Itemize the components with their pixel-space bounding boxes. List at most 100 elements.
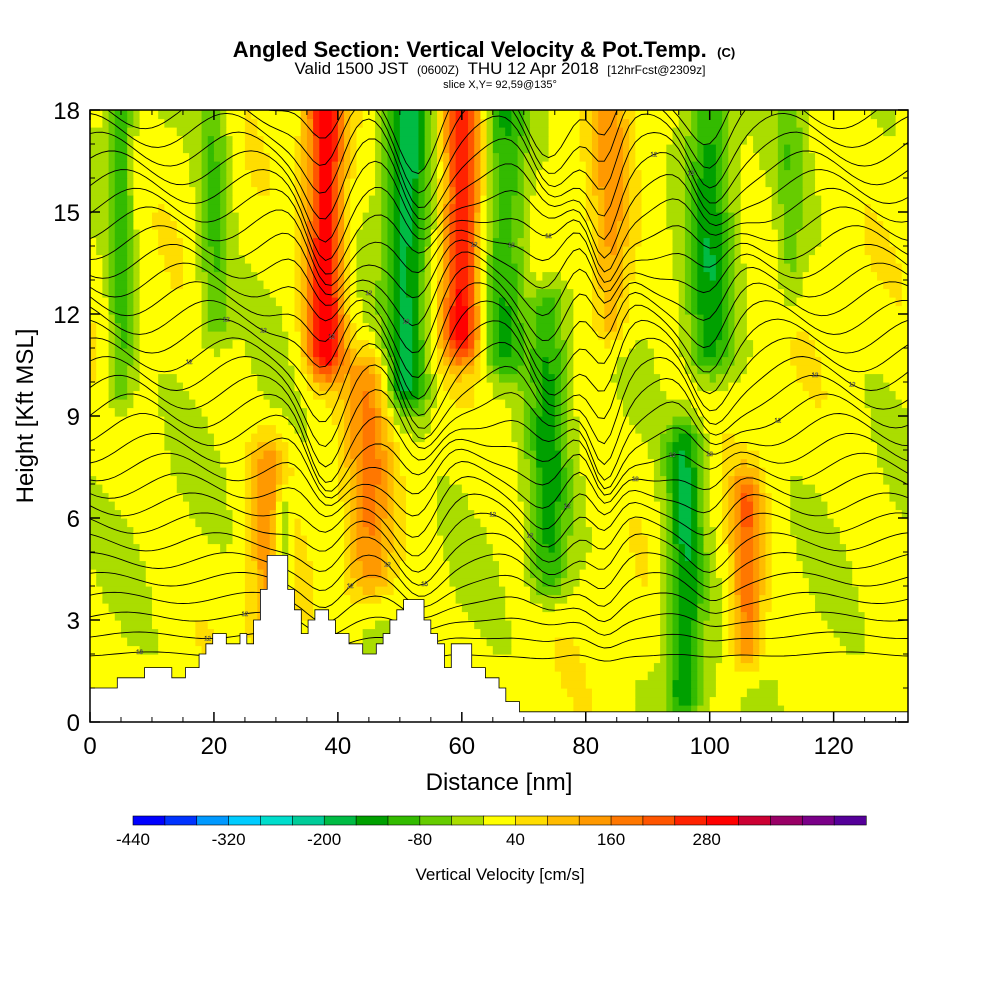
velocity-cell (269, 518, 277, 528)
velocity-cell (852, 569, 908, 579)
velocity-cell (220, 637, 252, 647)
velocity-cell (139, 339, 203, 349)
velocity-cell (393, 433, 413, 443)
velocity-cell (430, 305, 438, 315)
velocity-cell (195, 620, 209, 630)
velocity-cell (678, 543, 686, 553)
velocity-cell (715, 203, 723, 213)
velocity-cell (418, 373, 426, 383)
velocity-cell (703, 509, 711, 519)
velocity-cell (536, 424, 556, 434)
velocity-cell (201, 135, 209, 145)
velocity-cell (313, 127, 320, 137)
velocity-cell (393, 212, 401, 222)
velocity-cell (368, 322, 382, 332)
velocity-cell (715, 662, 736, 672)
velocity-cell (480, 178, 488, 188)
velocity-cell (678, 467, 692, 477)
velocity-cell (753, 611, 760, 621)
velocity-cell (672, 518, 680, 528)
velocity-cell (207, 314, 227, 324)
velocity-cell (418, 339, 426, 349)
velocity-cell (499, 339, 512, 349)
velocity-cell (133, 348, 141, 358)
velocity-cell (350, 475, 358, 485)
velocity-cell (796, 118, 810, 128)
contour-label: 12 (347, 584, 354, 590)
velocity-cell (424, 314, 432, 324)
velocity-cell (350, 535, 358, 545)
velocity-cell (269, 161, 296, 171)
velocity-cell (480, 280, 488, 290)
velocity-cell (777, 161, 785, 171)
velocity-cell (114, 501, 190, 511)
velocity-cell (554, 399, 562, 409)
velocity-cell (195, 518, 234, 528)
velocity-cell (226, 297, 277, 307)
velocity-cell (629, 237, 643, 247)
velocity-cell (381, 203, 389, 213)
velocity-cell (697, 467, 705, 477)
velocity-cell (709, 246, 723, 256)
velocity-cell (542, 356, 550, 366)
velocity-cell (337, 263, 345, 273)
velocity-cell (288, 339, 302, 349)
x-axis: 0 20 40 60 80 100 120 (83, 110, 897, 760)
velocity-cell (275, 467, 283, 477)
colorbar-tick-label: 40 (506, 830, 525, 849)
velocity-cell (244, 458, 252, 468)
velocity-cell (393, 543, 407, 553)
velocity-cell (331, 169, 339, 179)
velocity-cell (697, 637, 705, 647)
velocity-cell (697, 212, 723, 222)
velocity-cell (877, 458, 908, 468)
velocity-cell (294, 203, 302, 213)
velocity-cell (691, 662, 698, 672)
velocity-cell (412, 373, 420, 383)
velocity-cell (802, 161, 816, 171)
theta-contour (90, 262, 908, 354)
velocity-cell (697, 186, 717, 196)
velocity-cell (542, 407, 556, 417)
velocity-cell (492, 390, 525, 400)
velocity-cell (108, 135, 116, 145)
velocity-cell (753, 535, 760, 545)
velocity-cell (492, 280, 519, 290)
velocity-cell (399, 195, 413, 205)
velocity-cell (319, 118, 333, 128)
velocity-cell (492, 246, 512, 256)
velocity-cell (573, 365, 618, 375)
velocity-cell (294, 195, 302, 205)
velocity-cell (660, 450, 667, 460)
velocity-cell (443, 348, 451, 358)
velocity-cell (300, 246, 308, 256)
velocity-cell (300, 127, 308, 137)
colorbar-swatch (515, 815, 548, 826)
velocity-cell (480, 110, 488, 120)
velocity-cell (313, 118, 320, 128)
velocity-cell (765, 518, 773, 528)
velocity-cell (697, 229, 723, 239)
velocity-cell (511, 407, 525, 417)
velocity-cell (387, 501, 395, 511)
velocity-cell (213, 628, 246, 638)
velocity-cell (288, 526, 296, 536)
velocity-cell (331, 203, 339, 213)
velocity-cell (424, 135, 432, 145)
velocity-cell (288, 348, 302, 358)
velocity-cell (424, 144, 432, 154)
velocity-cell (244, 161, 271, 171)
velocity-cell (554, 535, 562, 545)
velocity-cell (715, 688, 748, 698)
velocity-cell (691, 178, 698, 188)
velocity-cell (678, 645, 692, 655)
velocity-cell (585, 178, 593, 188)
velocity-cell (244, 611, 258, 621)
velocity-cell (635, 696, 667, 706)
theta-contour (90, 225, 908, 299)
colorbar-tick-label: -440 (116, 830, 150, 849)
velocity-cell (864, 399, 903, 409)
velocity-cell (560, 560, 568, 570)
velocity-cell (529, 144, 550, 154)
